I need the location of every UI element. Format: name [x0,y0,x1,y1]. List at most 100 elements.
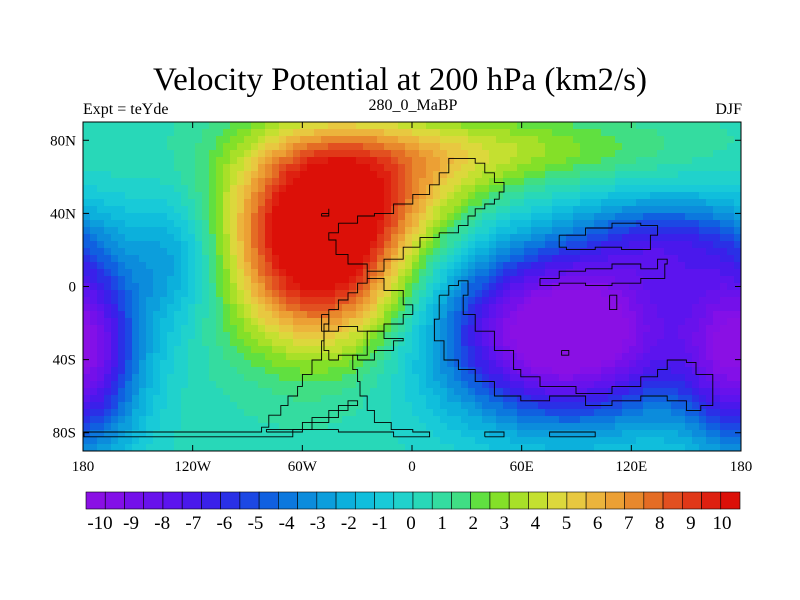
contour-cell [433,339,441,347]
contour-cell [531,339,539,347]
contour-cell [391,304,399,312]
contour-cell [132,353,140,361]
contour-cell [370,276,378,284]
contour-cell [384,227,392,235]
contour-cell [671,402,679,410]
contour-cell [629,353,637,361]
contour-cell [440,325,448,333]
contour-cell [412,241,420,249]
contour-cell [734,409,741,417]
contour-cell [279,276,287,284]
contour-cell [286,171,294,179]
contour-cell [216,318,224,326]
contour-cell [720,269,728,277]
contour-cell [370,311,378,319]
contour-cell [300,374,308,382]
contour-cell [510,332,518,340]
contour-cell [384,185,392,193]
contour-cell [657,381,665,389]
contour-cell [664,346,672,354]
contour-cell [650,248,658,256]
contour-cell [398,227,406,235]
contour-cell [461,129,469,137]
contour-cell [349,388,357,396]
contour-cell [251,339,259,347]
contour-cell [678,178,686,186]
contour-cell [419,185,427,193]
contour-cell [405,367,413,375]
contour-cell [699,164,707,172]
contour-cell [146,423,154,431]
contour-cell [601,164,609,172]
contour-cell [370,360,378,368]
contour-cell [608,283,616,291]
contour-cell [517,311,525,319]
contour-cell [419,353,427,361]
contour-cell [699,416,707,424]
contour-cell [601,262,609,270]
contour-cell [97,185,105,193]
contour-cell [454,437,462,445]
contour-cell [657,374,665,382]
contour-cell [265,213,273,221]
contour-cell [307,437,315,445]
contour-cell [720,262,728,270]
contour-cell [244,346,252,354]
contour-cell [524,290,532,298]
contour-cell [230,248,238,256]
contour-cell [328,325,336,333]
contour-cell [349,381,357,389]
contour-cell [188,283,196,291]
contour-cell [573,339,581,347]
contour-cell [209,241,217,249]
contour-cell [244,339,252,347]
contour-cell [398,164,406,172]
contour-cell [545,136,553,144]
contour-cell [622,367,630,375]
contour-cell [580,353,588,361]
contour-cell [258,213,266,221]
contour-cell [426,276,434,284]
contour-cell [279,367,287,375]
contour-cell [678,150,686,158]
contour-cell [237,346,245,354]
contour-cell [545,234,553,242]
contour-cell [132,346,140,354]
contour-cell [720,367,728,375]
contour-cell [580,234,588,242]
contour-cell [650,339,658,347]
contour-cell [489,437,497,445]
contour-cell [209,234,217,242]
contour-cell [720,339,728,347]
contour-cell [734,360,741,368]
contour-cell [664,241,672,249]
contour-cell [181,248,189,256]
contour-cell [699,227,707,235]
contour-cell [216,332,224,340]
contour-cell [132,325,140,333]
contour-cell [104,241,112,249]
contour-cell [412,374,420,382]
contour-cell [335,395,343,403]
contour-cell [342,318,350,326]
contour-cell [328,290,336,298]
contour-cell [454,262,462,270]
contour-cell [391,416,399,424]
contour-cell [573,304,581,312]
contour-cell [629,143,637,151]
contour-cell [727,178,735,186]
contour-cell [188,157,196,165]
contour-cell [657,437,665,445]
contour-cell [650,304,658,312]
contour-cell [230,437,238,445]
contour-cell [517,255,525,263]
contour-cell [342,444,350,451]
contour-cell [699,374,707,382]
contour-cell [195,185,203,193]
contour-cell [419,199,427,207]
contour-cell [692,213,700,221]
contour-cell [573,311,581,319]
contour-cell [398,367,406,375]
contour-cell [594,276,602,284]
contour-cell [650,262,658,270]
